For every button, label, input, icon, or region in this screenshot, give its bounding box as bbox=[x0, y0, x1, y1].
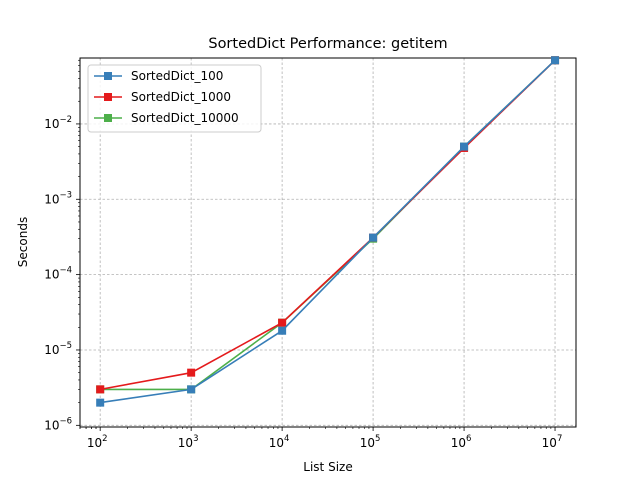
x-tick-label: 104 bbox=[269, 434, 290, 450]
series-layer bbox=[96, 56, 560, 407]
legend-label-sorteddict-10000: SortedDict_10000 bbox=[131, 111, 239, 125]
x-tick-label-base: 10 bbox=[542, 436, 557, 450]
x-tick-label-exponent: 3 bbox=[193, 434, 198, 444]
data-point-sorteddict-100 bbox=[278, 326, 287, 335]
plot-area bbox=[79, 57, 577, 428]
data-point-sorteddict-100 bbox=[96, 398, 105, 407]
y-tick-label: 10−6 bbox=[44, 416, 72, 432]
legend-label-sorteddict-100: SortedDict_100 bbox=[131, 69, 223, 83]
series-line-sorteddict-100 bbox=[100, 59, 556, 404]
x-tick-label-exponent: 6 bbox=[466, 434, 471, 444]
y-tick-label: 10−5 bbox=[44, 341, 72, 357]
y-tick-label-base: 10 bbox=[44, 192, 59, 206]
legend-marker-sorteddict-10000 bbox=[104, 114, 112, 122]
y-tick-label-exponent: −6 bbox=[59, 416, 72, 426]
x-tick-label: 105 bbox=[360, 434, 381, 450]
data-point-sorteddict-100 bbox=[460, 142, 469, 151]
data-point-sorteddict-100 bbox=[187, 385, 196, 394]
x-tick-label-exponent: 7 bbox=[557, 434, 562, 444]
y-tick-label: 10−4 bbox=[44, 266, 72, 282]
y-tick-label-base: 10 bbox=[44, 117, 59, 131]
x-tick-label: 106 bbox=[451, 434, 472, 450]
data-point-sorteddict-1000 bbox=[96, 385, 105, 394]
x-tick-label: 102 bbox=[87, 434, 108, 450]
chart-title: SortedDict Performance: getitem bbox=[208, 36, 447, 52]
legend-box bbox=[87, 64, 262, 133]
y-tick-label: 10−2 bbox=[44, 115, 72, 131]
y-tick-label-exponent: −3 bbox=[59, 190, 72, 200]
x-tick-label-exponent: 2 bbox=[102, 434, 107, 444]
x-tick-label: 103 bbox=[178, 434, 199, 450]
data-point-sorteddict-1000 bbox=[187, 368, 196, 377]
x-tick-label-base: 10 bbox=[87, 436, 102, 450]
y-tick-label-exponent: −4 bbox=[59, 266, 72, 276]
x-tick-label-exponent: 4 bbox=[284, 434, 289, 444]
data-point-sorteddict-100 bbox=[369, 233, 378, 242]
x-tick-label-base: 10 bbox=[269, 436, 284, 450]
legend-marker-sorteddict-1000 bbox=[104, 93, 112, 101]
y-tick-label-exponent: −5 bbox=[59, 341, 72, 351]
legend-marker-sorteddict-100 bbox=[104, 72, 112, 80]
x-axis-label: List Size bbox=[303, 460, 352, 474]
x-tick-label-base: 10 bbox=[178, 436, 193, 450]
series-sorteddict-100 bbox=[96, 56, 560, 407]
x-tick-label-base: 10 bbox=[451, 436, 466, 450]
y-tick-label-base: 10 bbox=[44, 343, 59, 357]
y-tick-label-base: 10 bbox=[44, 418, 59, 432]
x-tick-label: 107 bbox=[542, 434, 563, 450]
y-tick-label-base: 10 bbox=[44, 268, 59, 282]
data-point-sorteddict-1000 bbox=[278, 318, 287, 327]
y-tick-label-exponent: −2 bbox=[59, 115, 72, 125]
legend: SortedDict_100 SortedDict_1000 SortedDict_… bbox=[87, 64, 262, 133]
series-line-sorteddict-1000 bbox=[100, 59, 556, 391]
legend-label-sorteddict-1000: SortedDict_1000 bbox=[131, 90, 231, 104]
y-tick-label: 10−3 bbox=[44, 190, 72, 206]
y-axis-label: Seconds bbox=[16, 217, 30, 267]
data-point-sorteddict-100 bbox=[551, 56, 560, 65]
x-tick-label-exponent: 5 bbox=[375, 434, 380, 444]
x-tick-label-base: 10 bbox=[360, 436, 375, 450]
